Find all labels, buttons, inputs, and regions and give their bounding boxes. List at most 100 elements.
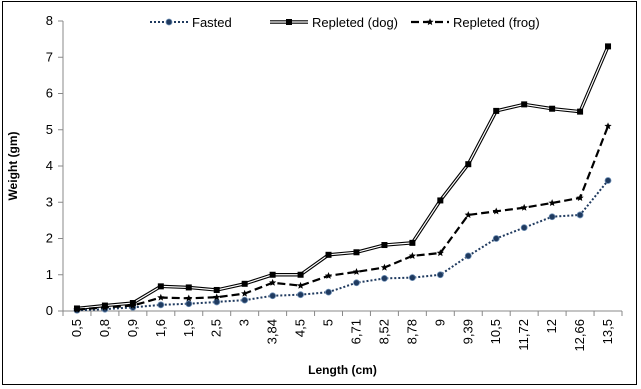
data-point-repleted-dog [409, 239, 416, 246]
x-tick-label: 3 [237, 319, 252, 326]
data-point-repleted-dog [213, 286, 220, 293]
data-point-repleted-dog [577, 108, 584, 115]
data-point-repleted-dog [353, 249, 360, 256]
data-point-repleted-frog [185, 294, 193, 302]
legend-label-fasted: Fasted [192, 15, 232, 30]
x-tick-label: 13,5 [600, 319, 615, 344]
y-tick-label: 5 [46, 122, 53, 137]
x-axis-ticks: 0,5 0,8 0,9 1,6 1,9 2,5 3 3,84 4,5 5 6,71 8,52 8,78 9… [62, 311, 623, 352]
data-point-fasted [185, 300, 193, 308]
data-point-repleted-frog [324, 272, 333, 279]
y-axis-ticks: 0 1 2 3 4 5 6 7 8 [46, 13, 63, 318]
data-point-repleted-frog [436, 249, 444, 257]
x-tick-label: 8,52 [376, 319, 391, 344]
data-point-repleted-dog [185, 284, 192, 291]
legend-item-repleted-frog: Repleted (frog) [411, 15, 540, 30]
data-point-repleted-dog [521, 101, 528, 108]
data-point-fasted [353, 279, 360, 287]
data-point-repleted-dog [437, 197, 444, 204]
x-tick-label: 0,9 [125, 319, 140, 337]
x-tick-label: 2,5 [209, 319, 224, 337]
y-tick-label: 0 [46, 303, 53, 318]
x-tick-label: 0,8 [97, 319, 112, 337]
data-point-fasted [408, 274, 416, 282]
data-point-repleted-frog [73, 305, 81, 313]
data-point-repleted-dog [157, 283, 164, 290]
series-line-repleted-frog [76, 125, 610, 311]
x-tick-label: 9 [432, 319, 447, 326]
series-layer [73, 43, 612, 314]
data-point-fasted [604, 177, 612, 184]
data-point-repleted-frog [548, 199, 556, 207]
data-point-repleted-frog [492, 207, 500, 215]
y-tick-label: 7 [46, 49, 53, 64]
data-point-repleted-frog [604, 122, 612, 130]
data-point-fasted [157, 301, 165, 309]
y-tick-label: 8 [46, 13, 53, 28]
data-point-fasted [381, 274, 388, 282]
data-point-repleted-frog [408, 252, 416, 259]
data-point-repleted-frog [380, 263, 389, 271]
x-tick-label: 0,5 [69, 319, 84, 337]
data-point-fasted [241, 296, 249, 304]
legend-item-repleted-dog: Repleted (dog) [270, 15, 398, 30]
data-point-fasted [548, 213, 556, 221]
data-point-repleted-frog [269, 278, 277, 286]
data-point-repleted-frog [464, 211, 472, 219]
legend-marker-repleted-dog [286, 19, 292, 25]
data-point-repleted-frog [213, 293, 221, 301]
y-tick-label: 1 [46, 267, 53, 282]
data-point-fasted [492, 235, 500, 242]
data-point-repleted-dog [269, 271, 276, 278]
x-tick-label: 8,78 [404, 319, 419, 344]
data-point-repleted-frog [352, 268, 361, 275]
data-point-repleted-frog [157, 293, 165, 301]
data-point-repleted-dog [325, 251, 332, 258]
x-axis-title: Length (cm) [308, 363, 377, 377]
data-point-repleted-dog [465, 161, 472, 168]
x-tick-label: 3,84 [265, 319, 280, 344]
data-point-fasted [325, 288, 332, 296]
legend: Fasted Repleted (dog) Repleted (frog) [150, 15, 540, 30]
data-point-fasted [436, 271, 444, 279]
y-axis-title: Weight (gm) [6, 131, 20, 200]
data-point-fasted [576, 211, 584, 219]
legend-label-repleted-frog: Repleted (frog) [453, 15, 540, 30]
series-line-repleted-dog [76, 45, 610, 311]
y-tick-label: 4 [46, 158, 53, 173]
x-tick-label: 4,5 [293, 319, 308, 337]
series-line-repleted-dog-inner [76, 46, 609, 310]
data-point-repleted-dog [381, 242, 388, 249]
x-tick-label: 6,71 [348, 319, 363, 344]
legend-marker-repleted-frog [426, 18, 434, 26]
chart-frame [2, 1, 637, 385]
data-point-fasted [464, 252, 472, 260]
series-fasted [73, 177, 612, 314]
x-tick-label: 5 [321, 319, 336, 326]
data-point-repleted-frog [296, 281, 305, 289]
series-repleted-dog [73, 43, 612, 312]
data-point-repleted-frog [520, 203, 528, 211]
y-tick-label: 3 [46, 194, 53, 209]
x-tick-label: 11,72 [516, 319, 531, 351]
data-point-repleted-frog [576, 194, 584, 201]
data-point-repleted-frog [241, 289, 249, 297]
data-point-repleted-frog [129, 301, 137, 309]
axes [62, 21, 622, 312]
x-tick-label: 1,9 [181, 319, 196, 337]
x-tick-label: 12,66 [572, 319, 587, 352]
legend-label-repleted-dog: Repleted (dog) [312, 15, 398, 30]
x-tick-label: 9,39 [460, 319, 475, 344]
data-point-repleted-dog [493, 107, 500, 114]
data-point-fasted [297, 291, 304, 299]
data-point-repleted-dog [297, 271, 304, 278]
legend-item-fasted: Fasted [150, 15, 232, 30]
data-point-fasted [520, 224, 528, 232]
x-tick-label: 12 [544, 319, 559, 333]
data-point-repleted-dog [605, 43, 612, 50]
data-point-fasted [269, 292, 277, 300]
data-point-repleted-dog [549, 105, 556, 112]
x-tick-label: 1,6 [153, 319, 168, 337]
y-tick-label: 2 [46, 231, 53, 246]
